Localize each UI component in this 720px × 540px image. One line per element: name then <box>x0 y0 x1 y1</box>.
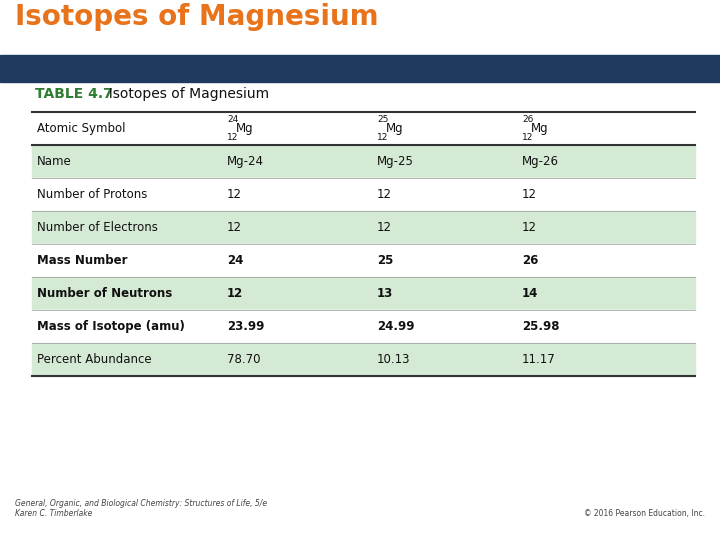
Text: 12: 12 <box>377 221 392 234</box>
Text: © 2016 Pearson Education, Inc.: © 2016 Pearson Education, Inc. <box>584 509 705 518</box>
Bar <box>0 55 720 82</box>
Text: 26: 26 <box>522 114 534 124</box>
Text: General, Organic, and Biological Chemistry: Structures of Life, 5/e
Karen C. Tim: General, Organic, and Biological Chemist… <box>15 498 267 518</box>
Text: 24: 24 <box>227 114 238 124</box>
Text: 24.99: 24.99 <box>377 320 415 333</box>
Text: 24: 24 <box>227 254 243 267</box>
Text: Isotopes of Magnesium: Isotopes of Magnesium <box>100 87 269 101</box>
Text: Mg-26: Mg-26 <box>522 155 559 168</box>
Text: 10.13: 10.13 <box>377 353 410 366</box>
Text: 12: 12 <box>227 188 242 201</box>
Text: Mg: Mg <box>531 122 549 135</box>
Text: 12: 12 <box>227 221 242 234</box>
Text: Mass of Isotope (amu): Mass of Isotope (amu) <box>37 320 185 333</box>
Text: Number of Protons: Number of Protons <box>37 188 148 201</box>
Bar <box>32 145 695 178</box>
Text: 25: 25 <box>377 254 393 267</box>
Text: 12: 12 <box>377 132 388 141</box>
Text: Percent Abundance: Percent Abundance <box>37 353 152 366</box>
Text: Mass Number: Mass Number <box>37 254 127 267</box>
Text: Mg-25: Mg-25 <box>377 155 414 168</box>
Text: 25: 25 <box>377 114 388 124</box>
Text: Name: Name <box>37 155 72 168</box>
Bar <box>32 211 695 244</box>
Text: 12: 12 <box>377 188 392 201</box>
Text: Mg: Mg <box>386 122 404 135</box>
Text: Mg-24: Mg-24 <box>227 155 264 168</box>
Text: Number of Electrons: Number of Electrons <box>37 221 158 234</box>
Bar <box>32 343 695 376</box>
Text: Atomic Symbol: Atomic Symbol <box>37 122 125 135</box>
Bar <box>0 0 720 55</box>
Text: 11.17: 11.17 <box>522 353 556 366</box>
Text: 13: 13 <box>377 287 393 300</box>
Text: 12: 12 <box>227 132 238 141</box>
Text: Number of Neutrons: Number of Neutrons <box>37 287 172 300</box>
Text: Mg: Mg <box>236 122 253 135</box>
Text: TABLE 4.7: TABLE 4.7 <box>35 87 113 101</box>
Text: 12: 12 <box>522 132 534 141</box>
Text: 12: 12 <box>227 287 243 300</box>
Bar <box>32 310 695 343</box>
Text: 14: 14 <box>522 287 539 300</box>
Text: 26: 26 <box>522 254 539 267</box>
Text: 12: 12 <box>522 188 537 201</box>
Text: Isotopes of Magnesium: Isotopes of Magnesium <box>15 3 379 31</box>
Bar <box>32 277 695 310</box>
Bar <box>32 178 695 211</box>
Text: 78.70: 78.70 <box>227 353 261 366</box>
Bar <box>32 244 695 277</box>
Text: 25.98: 25.98 <box>522 320 559 333</box>
Text: 12: 12 <box>522 221 537 234</box>
Bar <box>32 112 695 145</box>
Text: 23.99: 23.99 <box>227 320 264 333</box>
